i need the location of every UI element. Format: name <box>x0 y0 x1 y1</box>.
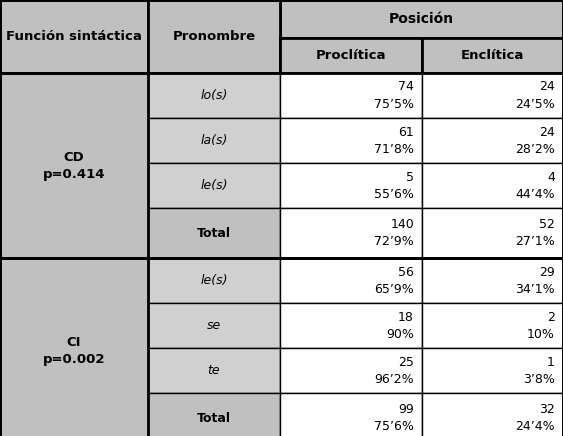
Bar <box>148 303 280 348</box>
Text: Total: Total <box>197 412 231 425</box>
Bar <box>422 303 563 348</box>
Bar <box>0 0 280 38</box>
Bar <box>422 348 563 393</box>
Bar <box>280 0 563 38</box>
Bar <box>280 73 422 118</box>
Text: CI
p=0.002: CI p=0.002 <box>43 335 105 365</box>
Bar <box>280 348 422 393</box>
Text: 1
3’8%: 1 3’8% <box>523 355 555 385</box>
Text: Proclítica: Proclítica <box>316 49 386 62</box>
Bar <box>280 258 422 303</box>
Text: Función sintáctica: Función sintáctica <box>6 30 142 43</box>
Bar <box>422 163 563 208</box>
Text: 29
34’1%: 29 34’1% <box>515 266 555 296</box>
Text: 32
24’4%: 32 24’4% <box>515 403 555 433</box>
Bar <box>0 73 563 258</box>
Bar <box>280 163 422 208</box>
Text: Enclítica: Enclítica <box>461 49 524 62</box>
Text: 24
24’5%: 24 24’5% <box>515 81 555 110</box>
Text: Total: Total <box>197 226 231 239</box>
Text: 61
71’8%: 61 71’8% <box>374 126 414 156</box>
Text: 140
72’9%: 140 72’9% <box>374 218 414 248</box>
Bar <box>422 38 563 73</box>
Bar <box>148 0 280 73</box>
Text: CD
p=0.414: CD p=0.414 <box>43 150 105 181</box>
Text: 18
90%: 18 90% <box>386 310 414 341</box>
Bar <box>148 348 280 393</box>
Text: se: se <box>207 319 221 332</box>
Text: 99
75’6%: 99 75’6% <box>374 403 414 433</box>
Text: 5
55’6%: 5 55’6% <box>374 170 414 201</box>
Bar <box>280 118 422 163</box>
Bar <box>280 303 422 348</box>
Bar <box>422 73 563 118</box>
Text: le(s): le(s) <box>200 274 228 287</box>
Bar <box>422 208 563 258</box>
Text: le(s): le(s) <box>200 179 228 192</box>
Bar <box>148 73 280 118</box>
Bar <box>280 393 422 436</box>
Bar <box>148 208 280 258</box>
Bar <box>280 38 422 73</box>
Text: te: te <box>208 364 220 377</box>
Bar <box>148 163 280 208</box>
Bar <box>280 208 422 258</box>
Text: 2
10%: 2 10% <box>527 310 555 341</box>
Text: Pronombre: Pronombre <box>172 30 256 43</box>
Text: 52
27’1%: 52 27’1% <box>515 218 555 248</box>
Bar <box>148 393 280 436</box>
Bar <box>422 393 563 436</box>
Text: 4
44’4%: 4 44’4% <box>515 170 555 201</box>
Bar <box>422 118 563 163</box>
Bar <box>0 0 148 73</box>
Bar <box>422 258 563 303</box>
Text: 74
75’5%: 74 75’5% <box>374 81 414 110</box>
Bar <box>148 118 280 163</box>
Text: 56
65’9%: 56 65’9% <box>374 266 414 296</box>
Text: 24
28’2%: 24 28’2% <box>515 126 555 156</box>
Text: lo(s): lo(s) <box>200 89 227 102</box>
Text: Posición: Posición <box>389 12 454 26</box>
Bar <box>0 258 563 436</box>
Bar <box>0 73 148 258</box>
Bar <box>148 258 280 303</box>
Text: 25
96’2%: 25 96’2% <box>374 355 414 385</box>
Text: la(s): la(s) <box>200 134 227 147</box>
Bar <box>0 258 148 436</box>
